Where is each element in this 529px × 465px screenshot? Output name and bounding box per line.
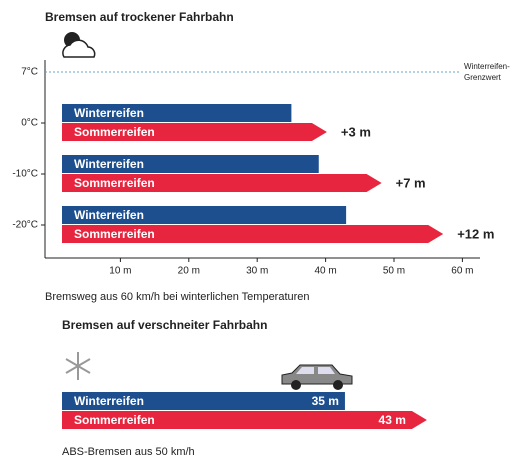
x-tick-label: 30 m: [246, 266, 268, 277]
x-tick-label: 40 m: [314, 266, 336, 277]
x-tick-label: 50 m: [383, 266, 405, 277]
bar-label: Winterreifen: [74, 106, 144, 120]
chart-caption: ABS-Bremsen aus 50 km/h: [62, 446, 195, 458]
bar-label: Sommerreifen: [74, 227, 155, 241]
infographic: Bremsen auf trockener Fahrbahn Bremsweg …: [0, 0, 529, 460]
value-label: 35 m: [312, 394, 339, 408]
x-tick-label: 20 m: [178, 266, 200, 277]
threshold-note: Winterreifen-: [464, 62, 510, 71]
snowflake-icon: [66, 352, 90, 380]
annotation: +7 m: [396, 175, 426, 190]
value-label: 43 m: [379, 413, 406, 427]
chart-caption: Bremsweg aus 60 km/h bei winterlichen Te…: [45, 291, 310, 303]
bar-label: Winterreifen: [74, 394, 144, 408]
x-tick-label: 60 m: [451, 266, 473, 277]
bar-label: Winterreifen: [74, 157, 144, 171]
annotation: +3 m: [341, 124, 371, 139]
weather-icon: [63, 32, 95, 57]
x-tick-label: 10 m: [109, 266, 131, 277]
y-tick-label: -20°C: [12, 220, 38, 231]
bar-label: Sommerreifen: [74, 125, 155, 139]
chart-title: Bremsen auf trockener Fahrbahn: [45, 10, 234, 24]
y-tick-label: -10°C: [12, 169, 38, 180]
threshold-label: 7°C: [21, 67, 38, 78]
car-icon: [282, 365, 352, 390]
chart-title: Bremsen auf verschneiter Fahrbahn: [62, 318, 267, 332]
annotation: +12 m: [457, 226, 494, 241]
y-tick-label: 0°C: [21, 118, 38, 129]
bar-label: Sommerreifen: [74, 176, 155, 190]
bar-label: Winterreifen: [74, 208, 144, 222]
threshold-note: Grenzwert: [464, 73, 502, 82]
bar-label: Sommerreifen: [74, 413, 155, 427]
